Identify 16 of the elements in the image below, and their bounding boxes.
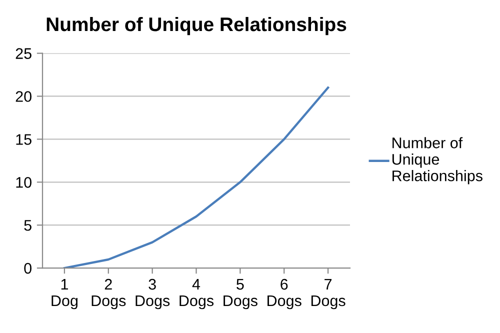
line-series: [63, 86, 330, 268]
chart-title: Number of Unique Relationships: [46, 16, 346, 36]
x-tick-label: 7 Dogs: [311, 279, 346, 310]
y-tick-label: 20: [16, 91, 32, 102]
x-tick-label: 2 Dogs: [92, 278, 126, 310]
x-tick-label: 1 Dog: [52, 279, 78, 310]
x-tick-label: 3 Dogs: [136, 278, 170, 310]
y-tick-label: 5: [24, 220, 32, 231]
x-tick-label: 6 Dogs: [268, 278, 302, 310]
legend-label: Number of Unique Relationships: [392, 137, 482, 184]
y-tick-label: 15: [16, 134, 32, 145]
x-tick-label: 4 Dogs: [180, 279, 214, 310]
y-tick-label: 10: [16, 177, 32, 188]
y-tick-label: 0: [24, 262, 32, 274]
y-tick-label: 25: [16, 48, 32, 59]
x-tick-label: 5 Dogs: [224, 279, 258, 310]
